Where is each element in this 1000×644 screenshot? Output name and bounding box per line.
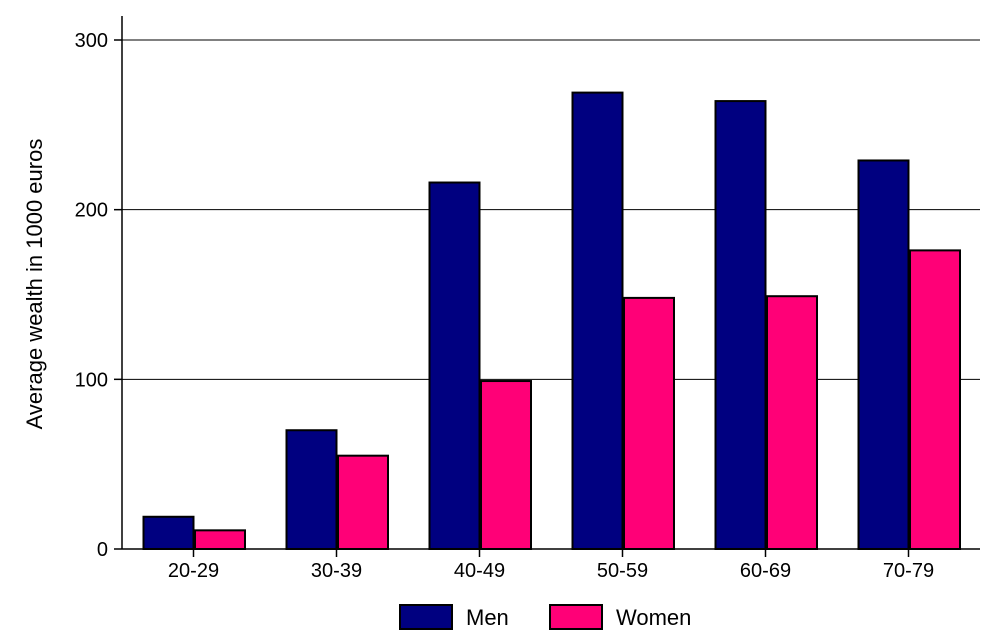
y-tick-label: 0	[97, 539, 108, 561]
bar-women-40-49	[480, 380, 532, 550]
y-tick-label: 300	[75, 30, 108, 52]
bar-women-70-79	[909, 249, 961, 551]
legend-label-men: Men	[466, 605, 509, 630]
bar-men-20-29	[142, 515, 195, 550]
bar-men-70-79	[857, 159, 910, 550]
bar-women-50-59	[623, 296, 675, 551]
bar-men-40-49	[428, 181, 481, 551]
x-ticks: 20-29 30-39 40-49 50-59 60-69 70-79	[168, 549, 934, 582]
x-tick-label: 30-39	[311, 560, 362, 582]
bar-men-30-39	[285, 429, 338, 551]
legend-swatch-men	[399, 604, 453, 630]
bar-men-60-69	[714, 100, 767, 551]
bars	[142, 91, 961, 551]
y-ticks: 0 100 200 300	[75, 30, 122, 561]
gridlines	[122, 39, 980, 380]
x-tick-label: 20-29	[168, 560, 219, 582]
legend-label-women: Women	[616, 605, 691, 630]
bar-women-20-29	[194, 529, 246, 551]
y-axis-title: Average wealth in 1000 euros	[22, 139, 47, 430]
x-tick-label: 40-49	[454, 560, 505, 582]
y-tick-label: 100	[75, 369, 108, 391]
axes	[121, 16, 980, 550]
x-tick-label: 60-69	[740, 560, 791, 582]
bar-women-60-69	[766, 295, 818, 550]
y-tick-label: 200	[75, 200, 108, 222]
x-tick-label: 70-79	[883, 560, 934, 582]
x-tick-label: 50-59	[597, 560, 648, 582]
legend: Men Women	[399, 604, 691, 630]
bar-women-30-39	[337, 454, 389, 550]
bar-men-50-59	[571, 91, 624, 550]
legend-swatch-women	[549, 604, 603, 630]
